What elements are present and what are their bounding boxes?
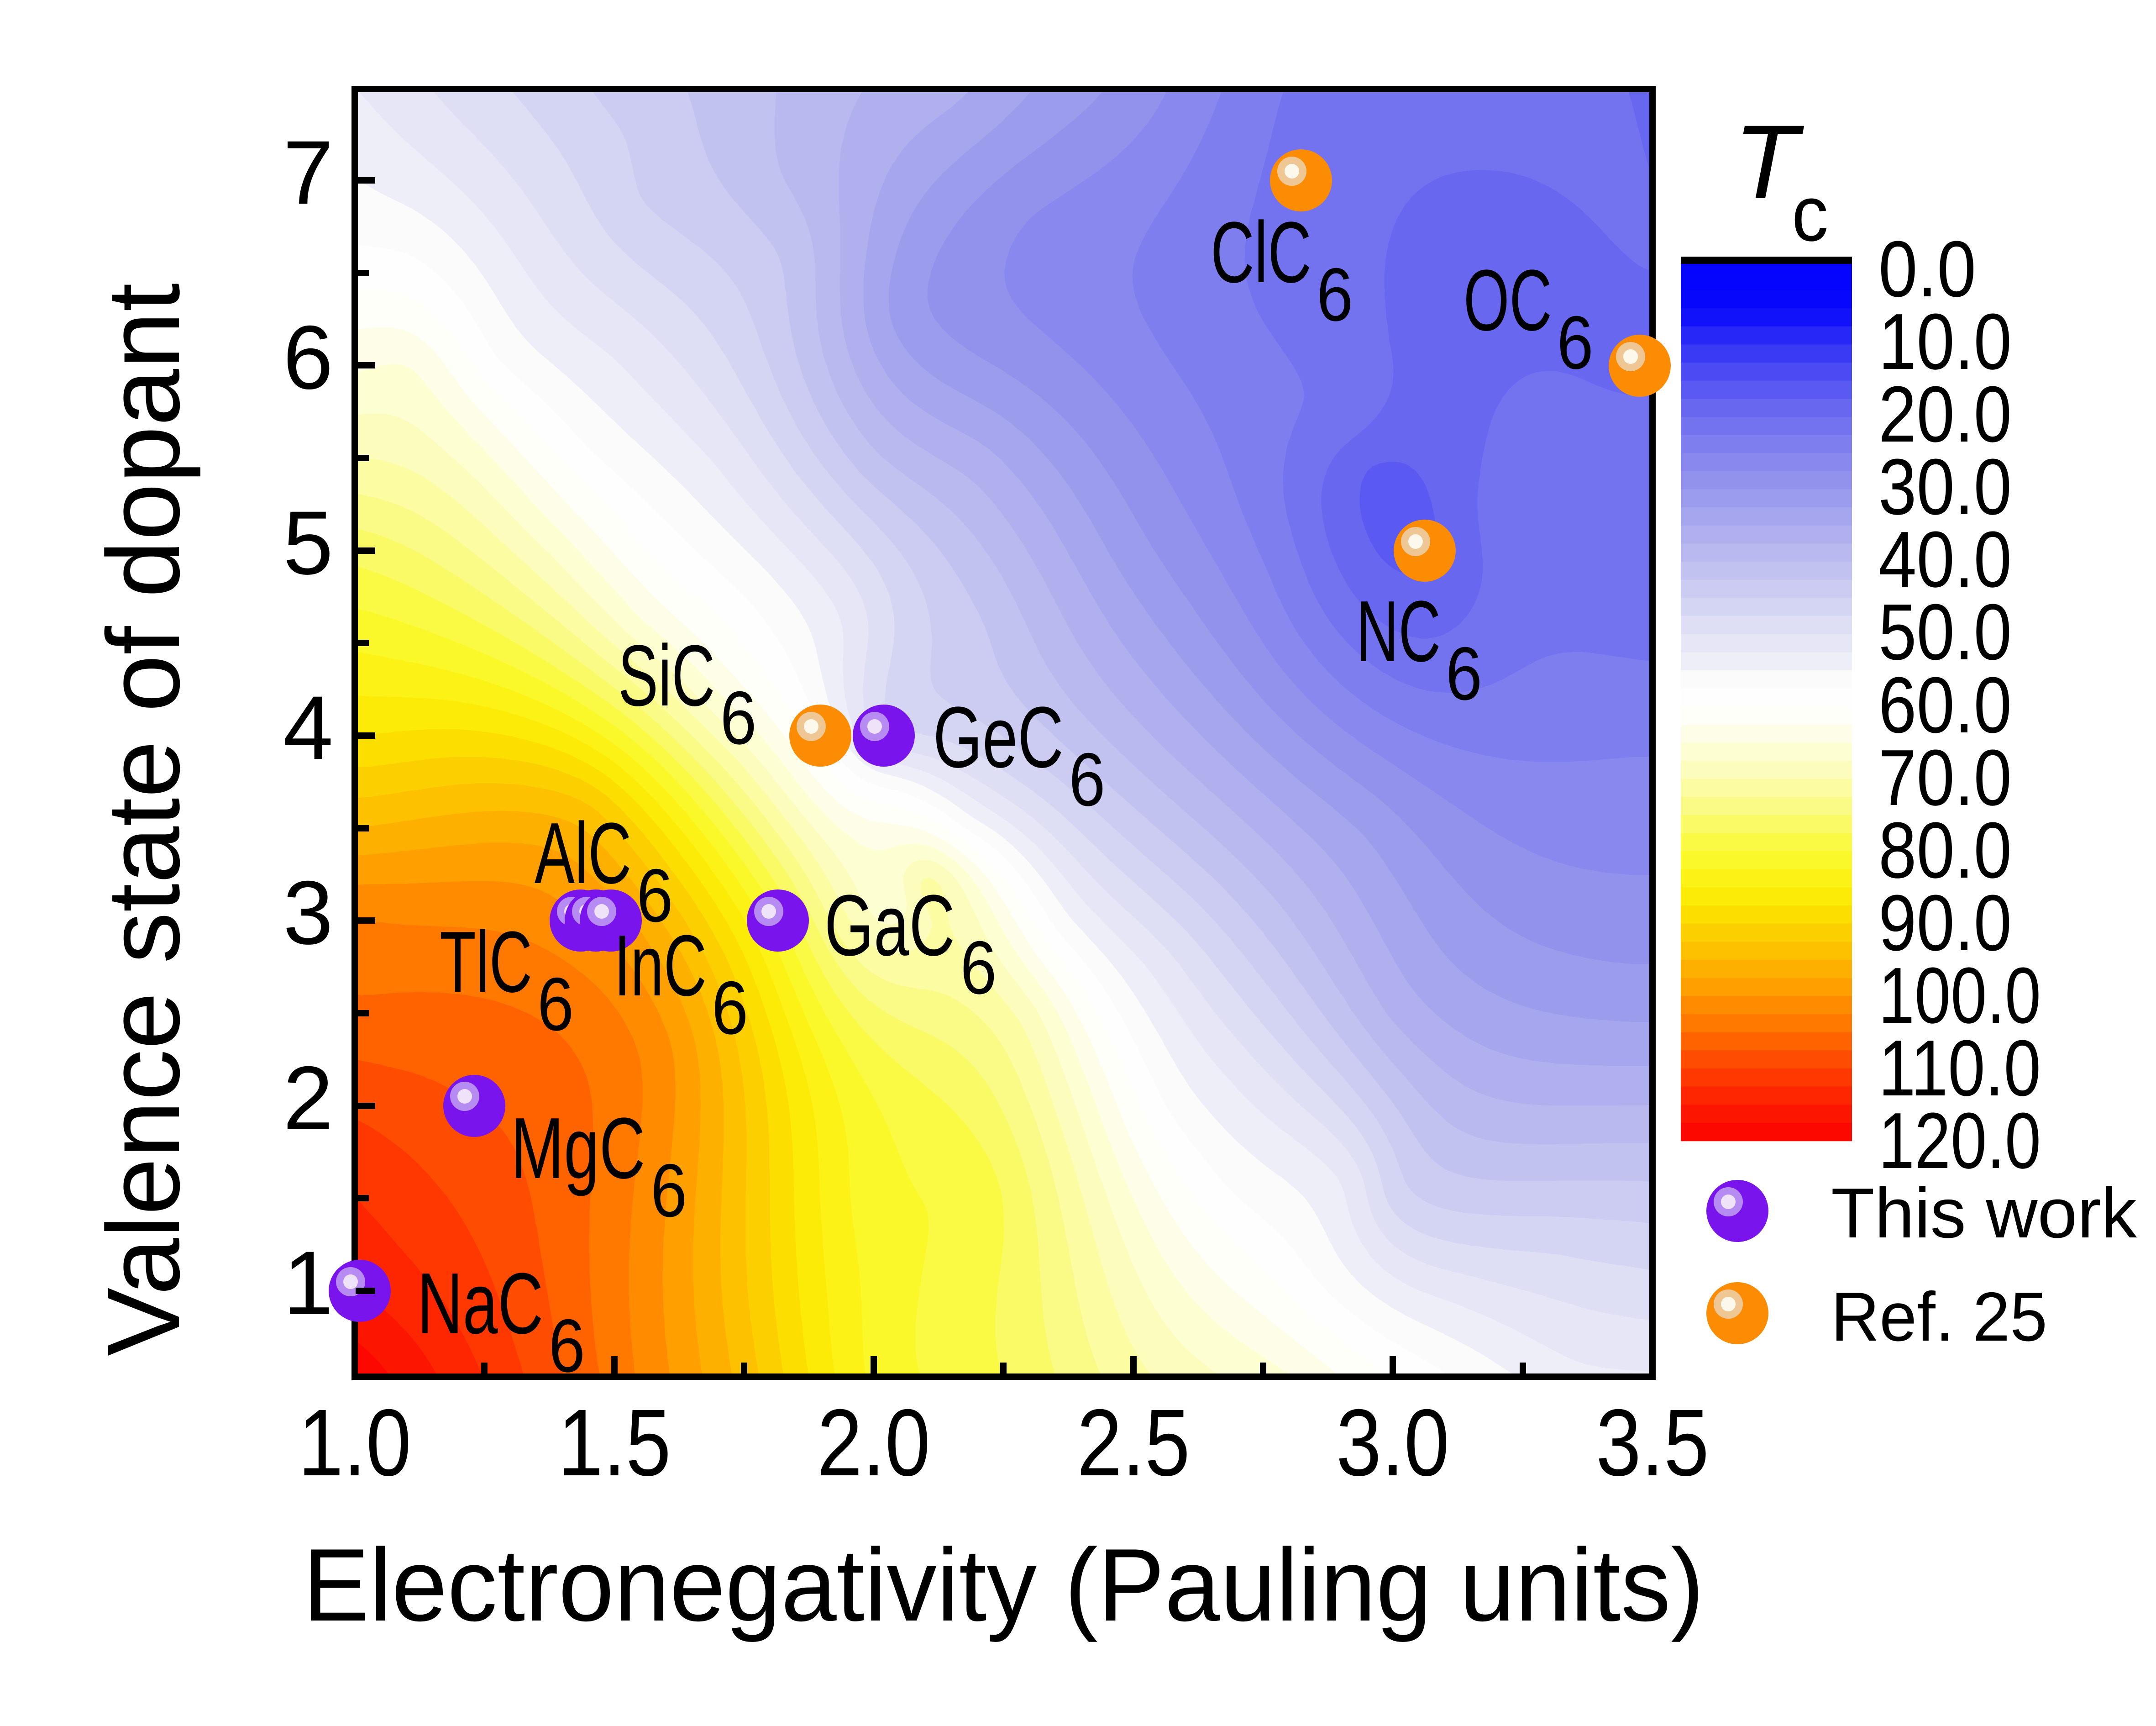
svg-text:Ref. 25: Ref. 25 bbox=[1831, 1278, 2047, 1356]
svg-text:50.0: 50.0 bbox=[1878, 587, 2012, 676]
svg-text:c: c bbox=[1792, 170, 1828, 258]
svg-text:2.0: 2.0 bbox=[817, 1390, 930, 1496]
svg-text:0.0: 0.0 bbox=[1878, 224, 1976, 313]
svg-text:4: 4 bbox=[283, 677, 333, 778]
svg-text:6: 6 bbox=[283, 307, 333, 408]
svg-text:60.0: 60.0 bbox=[1878, 660, 2012, 749]
svg-text:3: 3 bbox=[283, 862, 333, 963]
svg-text:Electronegativity (Pauling uni: Electronegativity (Pauling units) bbox=[303, 1527, 1704, 1642]
svg-text:7: 7 bbox=[283, 122, 333, 223]
svg-text:120.0: 120.0 bbox=[1878, 1096, 2041, 1185]
svg-text:40.0: 40.0 bbox=[1878, 515, 2012, 604]
svg-text:T: T bbox=[1734, 103, 1805, 221]
svg-text:70.0: 70.0 bbox=[1878, 733, 2012, 822]
svg-text:3.0: 3.0 bbox=[1336, 1390, 1449, 1496]
svg-text:100.0: 100.0 bbox=[1878, 951, 2041, 1040]
svg-text:90.0: 90.0 bbox=[1878, 878, 2012, 967]
svg-text:30.0: 30.0 bbox=[1878, 442, 2012, 531]
svg-text:This work: This work bbox=[1831, 1173, 2137, 1252]
svg-text:10.0: 10.0 bbox=[1878, 297, 2012, 386]
svg-text:80.0: 80.0 bbox=[1878, 805, 2012, 895]
svg-text:2: 2 bbox=[283, 1047, 333, 1148]
svg-text:Valence state of dopant: Valence state of dopant bbox=[85, 283, 201, 1356]
svg-text:5: 5 bbox=[283, 492, 333, 593]
svg-text:3.5: 3.5 bbox=[1596, 1390, 1709, 1496]
svg-text:20.0: 20.0 bbox=[1878, 369, 2012, 458]
svg-text:2.5: 2.5 bbox=[1077, 1390, 1190, 1496]
svg-text:1: 1 bbox=[283, 1232, 333, 1333]
svg-text:1.5: 1.5 bbox=[558, 1390, 671, 1496]
svg-text:1.0: 1.0 bbox=[298, 1390, 411, 1496]
svg-text:110.0: 110.0 bbox=[1878, 1023, 2041, 1112]
